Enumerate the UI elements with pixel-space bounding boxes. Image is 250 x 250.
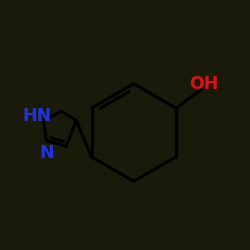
Text: N: N [39,144,54,162]
Text: HN: HN [22,107,52,125]
Text: OH: OH [189,75,218,93]
